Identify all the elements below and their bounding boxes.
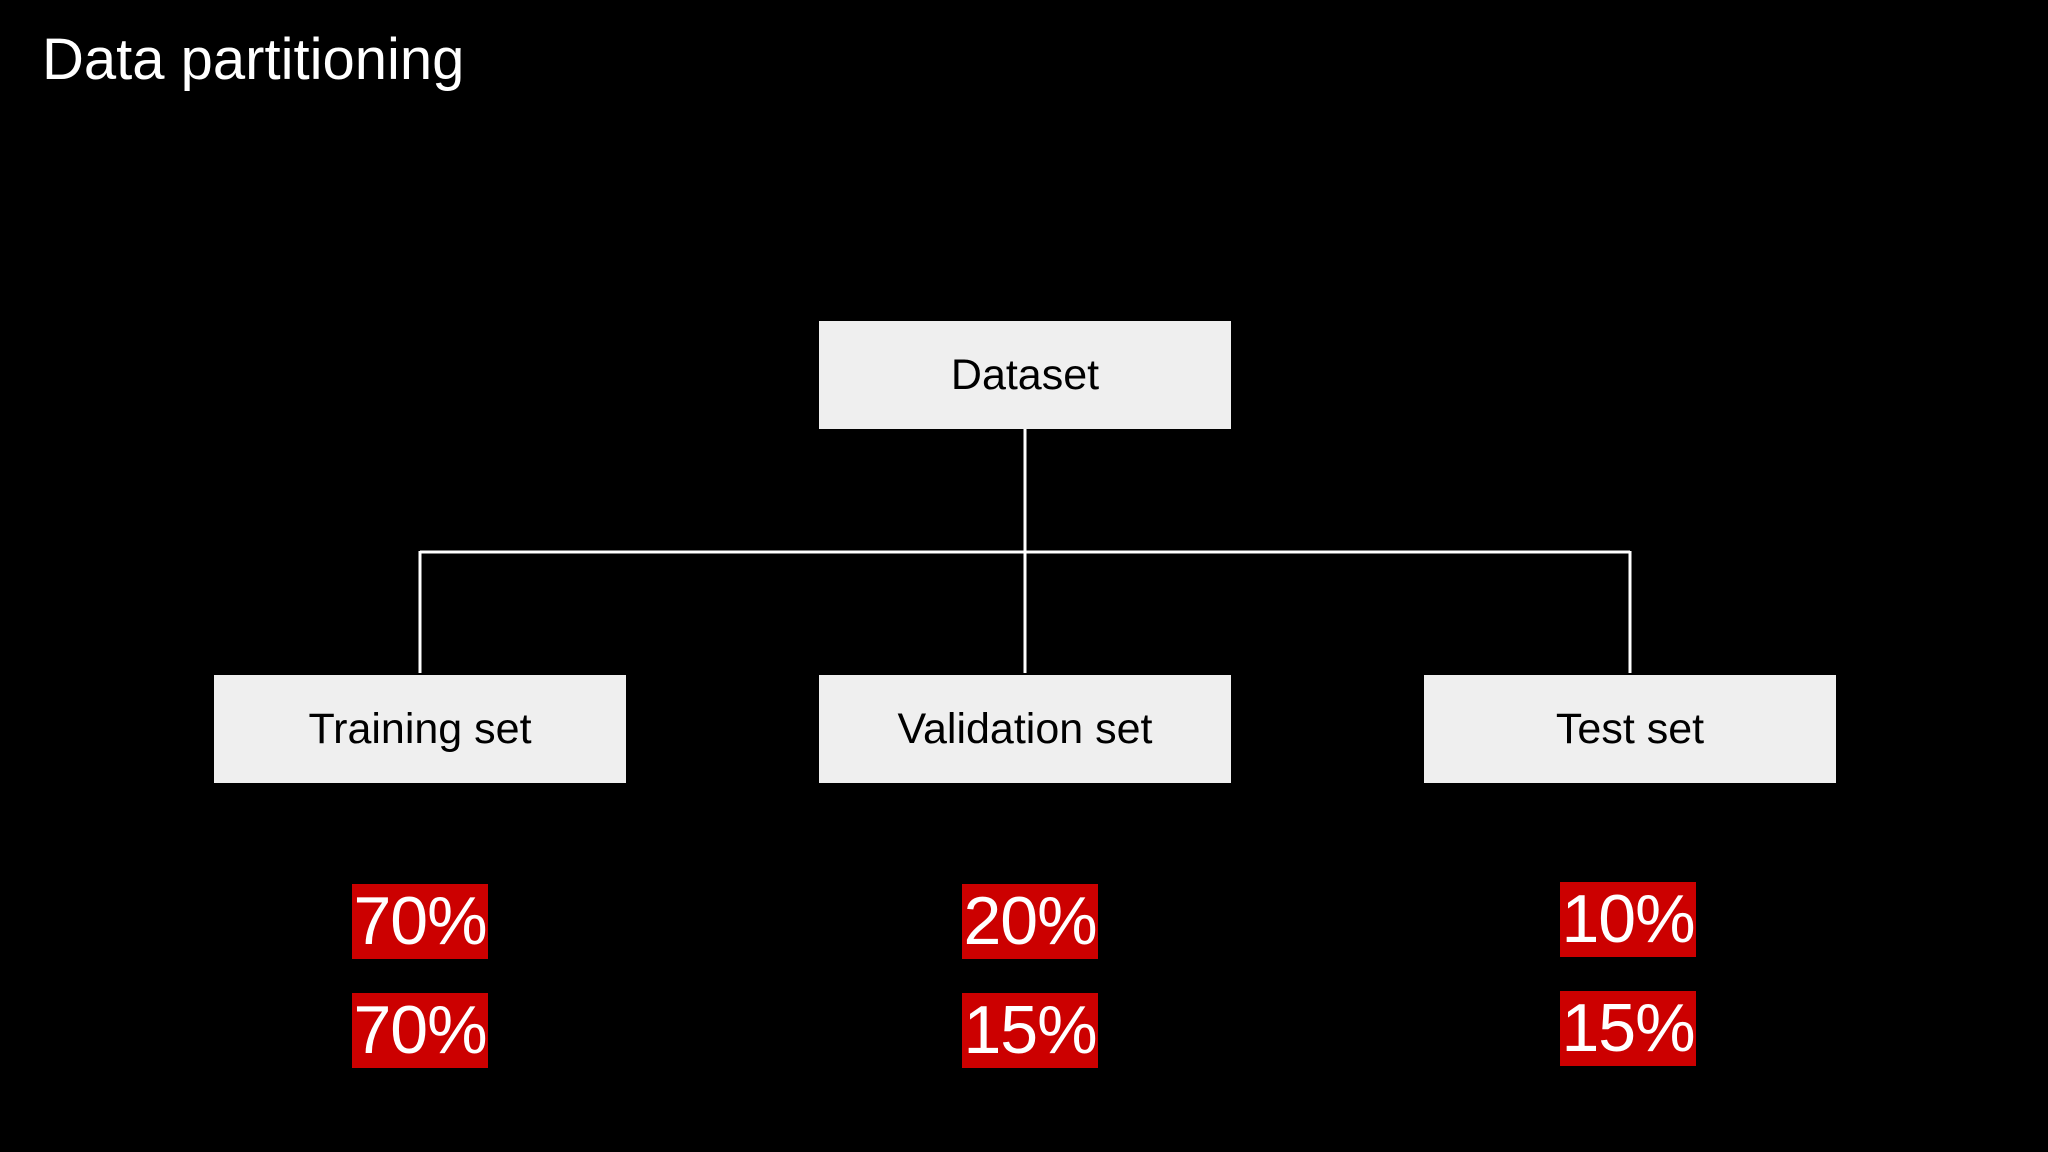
test-percentage-split-1: 10% [1560, 881, 1696, 957]
dataset-node: Dataset [819, 321, 1231, 429]
validation-set-node-label: Validation set [897, 704, 1153, 753]
training-percentage-split-1: 70% [352, 883, 488, 959]
slide-title: Data partitioning [42, 27, 465, 92]
training-set-node-label: Training set [308, 704, 532, 753]
validation-percentage-split-1: 20% [962, 883, 1098, 959]
dataset-node-label: Dataset [950, 350, 1100, 399]
test-percentage-split-2: 15% [1560, 990, 1696, 1066]
training-percentage-split-2: 70% [352, 992, 488, 1068]
training-set-node: Training set [214, 675, 626, 783]
test-set-node-label: Test set [1555, 704, 1705, 753]
validation-percentage-split-2: 15% [962, 992, 1098, 1068]
validation-set-node: Validation set [819, 675, 1231, 783]
test-set-node: Test set [1424, 675, 1836, 783]
